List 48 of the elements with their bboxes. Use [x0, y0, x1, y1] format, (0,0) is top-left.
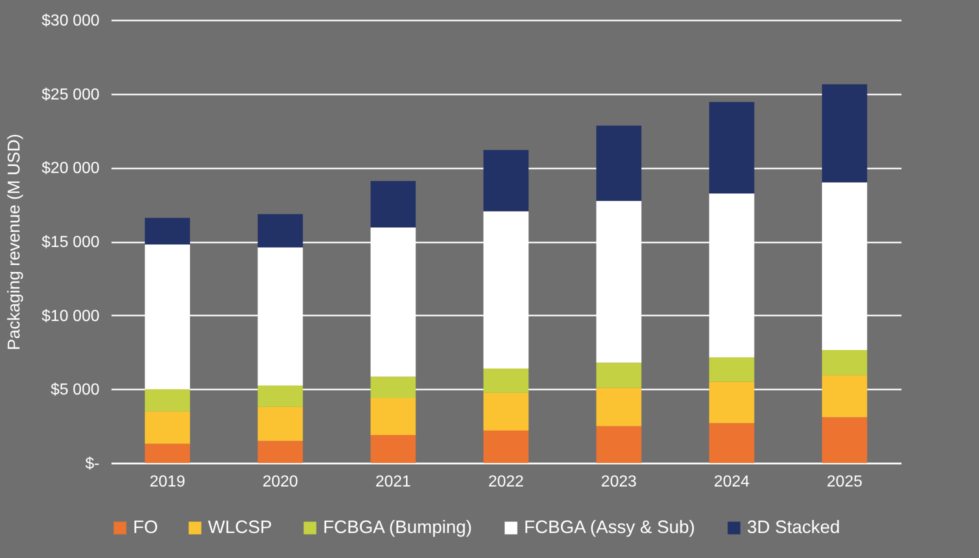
bar — [709, 102, 754, 194]
legend-label: FCBGA (Assy & Sub) — [524, 517, 696, 537]
x-tick-label: 2023 — [601, 474, 637, 490]
bar — [822, 84, 868, 182]
y-tick-label: $- — [85, 456, 100, 472]
bar — [370, 376, 416, 398]
x-tick-label: 2024 — [714, 474, 750, 490]
x-tick-label: 2025 — [826, 474, 862, 490]
bar — [483, 392, 529, 431]
x-tick-label: 2022 — [488, 474, 524, 490]
bar — [596, 362, 642, 388]
bar — [483, 150, 529, 212]
y-tick-label: $15 000 — [42, 234, 100, 251]
bar — [596, 388, 642, 426]
y-axis-title: Packaging revenue (M USD) — [4, 134, 24, 350]
bar — [258, 385, 303, 407]
bar — [822, 350, 868, 376]
y-tick-label: $20 000 — [42, 160, 100, 178]
bar — [596, 426, 642, 463]
x-tick-label: 2019 — [150, 474, 186, 490]
bar — [709, 357, 754, 382]
bar — [822, 417, 868, 463]
bar — [144, 411, 190, 444]
x-tick-label: 2020 — [262, 474, 298, 490]
bar — [483, 368, 529, 393]
bar — [258, 440, 303, 463]
y-tick-label: $10 000 — [42, 308, 100, 325]
bar — [370, 434, 416, 463]
legend-label: WLCSP — [208, 517, 272, 537]
y-tick-label: $25 000 — [42, 86, 100, 104]
bar — [370, 398, 416, 435]
y-tick-label: $30 000 — [42, 12, 100, 30]
bar — [144, 444, 190, 463]
legend-label: FO — [133, 517, 158, 537]
bar — [596, 126, 642, 201]
legend-label: 3D Stacked — [747, 517, 840, 537]
x-tick-label: 2021 — [375, 474, 412, 490]
bar — [258, 214, 303, 248]
bar — [370, 180, 416, 228]
bar — [822, 375, 868, 418]
bar — [483, 430, 529, 463]
y-tick-label: $5 000 — [50, 382, 100, 399]
bar — [258, 406, 303, 441]
bar — [144, 218, 190, 244]
bar — [709, 382, 754, 424]
bar — [144, 389, 190, 412]
legend-label: FCBGA (Bumping) — [323, 517, 472, 537]
bar — [709, 423, 754, 463]
